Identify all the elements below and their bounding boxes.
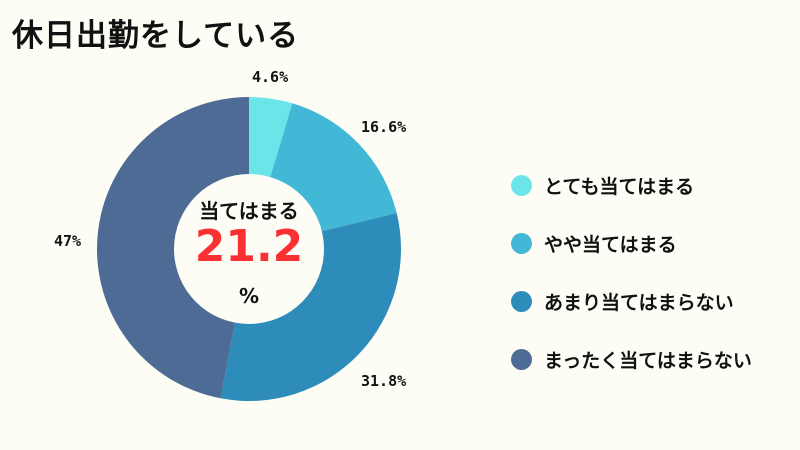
donut-slice [97,97,249,399]
legend-label: やや当てはまる [544,234,677,256]
center-unit: % [238,284,260,308]
legend-item: とても当てはまる [511,157,752,214]
legend-dot-icon [511,291,532,312]
legend-item: やや当てはまる [511,215,752,272]
legend-item: まったく当てはまらない [511,331,752,388]
donut-hole [174,174,324,324]
slice-label-2: 31.8% [361,372,407,390]
center-label: 当てはまる [199,199,299,223]
slice-label-3: 47% [54,232,82,250]
legend-label: まったく当てはまらない [544,350,752,372]
legend-dot-icon [511,349,532,370]
slice-label-0: 4.6% [252,68,289,86]
legend: とても当てはまる やや当てはまる あまり当てはまらない まったく当てはまらない [511,157,752,389]
legend-dot-icon [511,175,532,196]
slice-label-1: 16.6% [361,118,407,136]
chart-title: 休日出勤をしている [12,18,300,54]
legend-item: あまり当てはまらない [511,273,752,330]
legend-label: とても当てはまる [544,176,695,198]
center-value: 21.2 [194,221,304,272]
legend-label: あまり当てはまらない [544,292,734,314]
legend-dot-icon [511,233,532,254]
